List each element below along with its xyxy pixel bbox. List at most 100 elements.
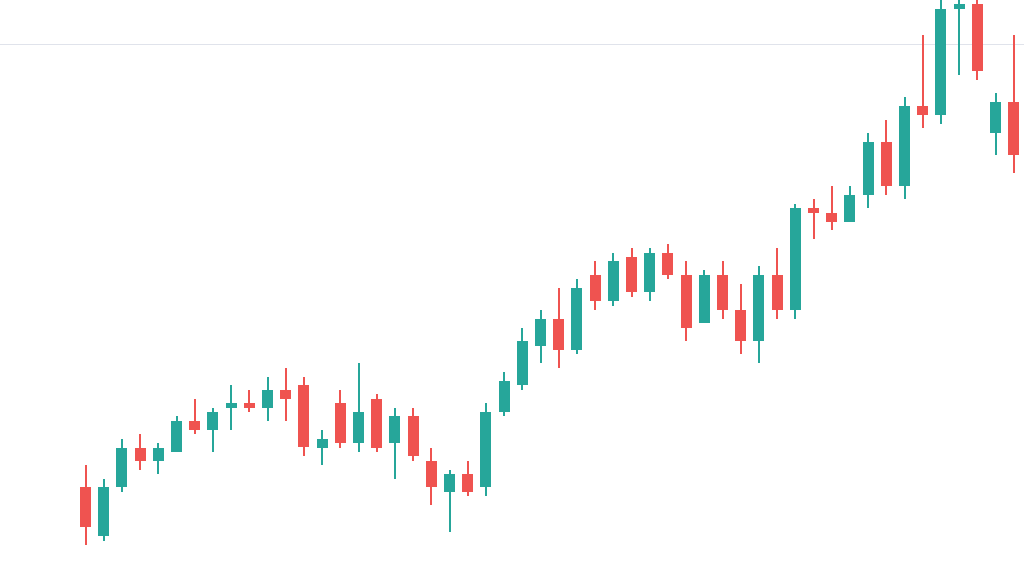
candle-body: [317, 439, 328, 448]
candle-body: [881, 142, 892, 186]
candle-body: [280, 390, 291, 399]
candle[interactable]: [153, 0, 164, 576]
candle-body: [662, 253, 673, 275]
candle-wick: [230, 385, 232, 429]
candle-body: [389, 416, 400, 443]
candle-body: [972, 4, 983, 70]
candle-body: [426, 461, 437, 488]
candle[interactable]: [426, 0, 437, 576]
candle[interactable]: [280, 0, 291, 576]
candle[interactable]: [135, 0, 146, 576]
candle[interactable]: [790, 0, 801, 576]
candle-body: [954, 4, 965, 8]
candle[interactable]: [353, 0, 364, 576]
candle[interactable]: [207, 0, 218, 576]
candle[interactable]: [571, 0, 582, 576]
candle[interactable]: [171, 0, 182, 576]
candle-body: [207, 412, 218, 430]
candle-wick: [958, 0, 960, 75]
candle[interactable]: [408, 0, 419, 576]
candle-body: [644, 253, 655, 293]
candle-body: [462, 474, 473, 492]
candle[interactable]: [644, 0, 655, 576]
candle[interactable]: [189, 0, 200, 576]
candle-body: [116, 448, 127, 488]
candle-body: [371, 399, 382, 448]
candle[interactable]: [1008, 0, 1019, 576]
candle[interactable]: [699, 0, 710, 576]
candle[interactable]: [480, 0, 491, 576]
candle-body: [444, 474, 455, 492]
candle-body: [408, 416, 419, 456]
candle-body: [826, 213, 837, 222]
candle-body: [753, 275, 764, 341]
candle-body: [262, 390, 273, 408]
candle-body: [226, 403, 237, 407]
candle-body: [171, 421, 182, 452]
candle-body: [626, 257, 637, 292]
candle-body: [480, 412, 491, 487]
candle[interactable]: [808, 0, 819, 576]
candle-body: [917, 106, 928, 115]
candle-body: [808, 208, 819, 212]
candle-body: [990, 102, 1001, 133]
candle-body: [244, 403, 255, 407]
candle[interactable]: [772, 0, 783, 576]
candle-wick: [321, 430, 323, 465]
candle[interactable]: [262, 0, 273, 576]
candle[interactable]: [972, 0, 983, 576]
candle[interactable]: [590, 0, 601, 576]
candle[interactable]: [899, 0, 910, 576]
candle-body: [790, 208, 801, 310]
candle-body: [298, 385, 309, 447]
candle[interactable]: [844, 0, 855, 576]
candle-body: [772, 275, 783, 310]
candle[interactable]: [954, 0, 965, 576]
candle[interactable]: [98, 0, 109, 576]
candle[interactable]: [335, 0, 346, 576]
candle[interactable]: [626, 0, 637, 576]
candle-body: [717, 275, 728, 310]
candle[interactable]: [990, 0, 1001, 576]
candle-body: [353, 412, 364, 443]
candle[interactable]: [244, 0, 255, 576]
candle-body: [153, 448, 164, 461]
candle[interactable]: [80, 0, 91, 576]
candle[interactable]: [116, 0, 127, 576]
candle-body: [98, 487, 109, 536]
candle[interactable]: [662, 0, 673, 576]
candle[interactable]: [753, 0, 764, 576]
candle-body: [189, 421, 200, 430]
candle[interactable]: [735, 0, 746, 576]
candle-wick: [813, 199, 815, 239]
candle[interactable]: [499, 0, 510, 576]
candle[interactable]: [462, 0, 473, 576]
candle-body: [80, 487, 91, 527]
candle-body: [1008, 102, 1019, 155]
candle-body: [844, 195, 855, 222]
candle[interactable]: [826, 0, 837, 576]
candle-body: [735, 310, 746, 341]
candle[interactable]: [317, 0, 328, 576]
candle[interactable]: [608, 0, 619, 576]
candle[interactable]: [298, 0, 309, 576]
candle[interactable]: [553, 0, 564, 576]
candle[interactable]: [863, 0, 874, 576]
candle[interactable]: [535, 0, 546, 576]
candle[interactable]: [371, 0, 382, 576]
candle[interactable]: [935, 0, 946, 576]
candle-body: [935, 9, 946, 115]
candle[interactable]: [917, 0, 928, 576]
candle-body: [553, 319, 564, 350]
candle[interactable]: [226, 0, 237, 576]
candle[interactable]: [444, 0, 455, 576]
candle[interactable]: [881, 0, 892, 576]
candle[interactable]: [517, 0, 528, 576]
candle[interactable]: [389, 0, 400, 576]
candle[interactable]: [681, 0, 692, 576]
candle[interactable]: [717, 0, 728, 576]
candle-body: [863, 142, 874, 195]
candle-body: [590, 275, 601, 302]
candle-wick: [831, 186, 833, 230]
candlestick-chart[interactable]: [0, 0, 1024, 576]
